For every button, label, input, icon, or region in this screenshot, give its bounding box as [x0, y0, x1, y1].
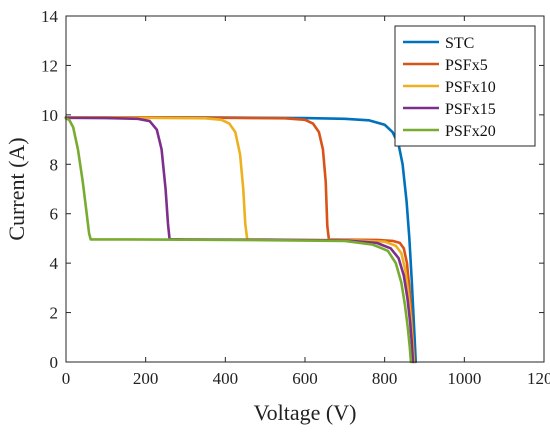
y-tick-label: 2	[50, 304, 59, 323]
x-axis-title: Voltage (V)	[254, 400, 357, 425]
y-tick-label: 10	[41, 106, 58, 125]
legend-label-psfx15: PSFx15	[445, 101, 496, 118]
x-tick-label: 600	[292, 369, 318, 388]
legend-label-psfx5: PSFx5	[445, 57, 488, 74]
series-layer	[64, 116, 418, 364]
x-tick-label: 1000	[447, 369, 481, 388]
x-tick-label: 200	[133, 369, 159, 388]
legend-label-psfx20: PSFx20	[445, 123, 496, 140]
y-tick-label: 12	[41, 56, 58, 75]
legend: STC PSFx5 PSFx10 PSFx15 PSFx20	[394, 25, 536, 147]
y-tick-label: 14	[41, 7, 59, 26]
y-tick-label: 4	[50, 254, 59, 273]
x-tick-label: 800	[372, 369, 398, 388]
legend-label-psfx10: PSFx10	[445, 79, 496, 96]
x-tick-label: 0	[62, 369, 71, 388]
series-line-psfx20	[64, 117, 413, 364]
legend-label-stc: STC	[445, 35, 474, 52]
y-tick-label: 8	[50, 155, 59, 174]
x-tick-label: 400	[213, 369, 239, 388]
y-axis-title: Current (A)	[4, 137, 29, 240]
y-tick-label: 0	[50, 353, 59, 372]
y-tick-label: 6	[50, 205, 59, 224]
